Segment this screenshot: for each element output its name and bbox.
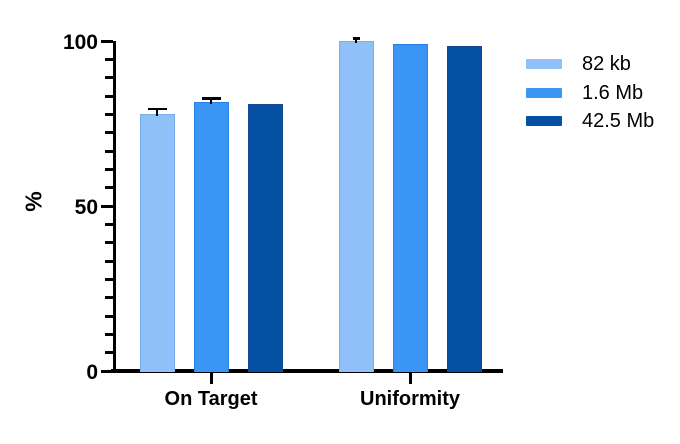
legend-swatch-icon: [526, 87, 562, 98]
bar: [446, 45, 482, 372]
error-bar-cap: [147, 107, 167, 111]
legend-swatch-icon: [526, 59, 562, 70]
error-bar-cap: [352, 37, 360, 40]
legend-label: 82 kb: [582, 53, 631, 76]
legend-row: 42.5 Mb: [526, 107, 654, 136]
y-minor-tick: [105, 259, 113, 263]
x-axis-line: [111, 369, 503, 373]
y-minor-tick: [105, 149, 113, 153]
legend-row: 1.6 Mb: [526, 79, 654, 108]
y-major-tick: [101, 369, 113, 373]
y-minor-tick: [105, 222, 113, 226]
y-minor-tick: [105, 131, 113, 135]
y-minor-tick: [105, 57, 113, 61]
y-minor-tick: [105, 277, 113, 281]
error-bar-line: [156, 108, 158, 116]
y-tick-label: 100: [62, 31, 98, 54]
y-minor-tick: [105, 167, 113, 171]
y-tick-label: 50: [74, 196, 98, 219]
x-group-tick: [209, 373, 213, 384]
y-minor-tick: [105, 351, 113, 355]
bar: [247, 103, 283, 372]
bar: [139, 113, 175, 372]
error-bar-cap: [201, 97, 221, 100]
bar: [338, 41, 374, 372]
x-category-label: Uniformity: [360, 388, 460, 410]
bar: [392, 44, 428, 372]
y-minor-tick: [105, 314, 113, 318]
legend-swatch-icon: [526, 116, 562, 127]
legend: 82 kb 1.6 Mb 42.5 Mb: [526, 50, 654, 136]
y-major-tick: [101, 39, 113, 43]
y-minor-tick: [105, 186, 113, 190]
y-minor-tick: [105, 94, 113, 98]
y-minor-tick: [105, 112, 113, 116]
x-group-tick: [408, 373, 412, 384]
y-minor-tick: [105, 241, 113, 245]
y-minor-tick: [105, 296, 113, 300]
legend-label: 1.6 Mb: [582, 81, 644, 104]
y-minor-tick: [105, 332, 113, 336]
y-minor-tick: [105, 76, 113, 80]
error-bar-line: [210, 98, 212, 105]
y-axis-line: [113, 41, 116, 372]
error-bar-line: [355, 38, 357, 43]
legend-label: 42.5 Mb: [582, 110, 655, 133]
legend-row: 82 kb: [526, 50, 654, 79]
bar: [193, 102, 229, 372]
y-tick-label: 0: [86, 361, 98, 384]
x-category-label: On Target: [164, 388, 258, 410]
y-major-tick: [101, 204, 113, 208]
